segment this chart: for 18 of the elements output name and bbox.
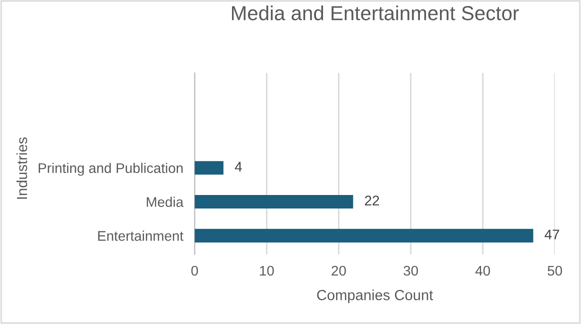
bar: [194, 194, 354, 209]
x-axis-title: Companies Count: [317, 290, 434, 304]
y-tick-label: Printing and Publication: [38, 162, 183, 176]
y-tick-label: Entertainment: [98, 230, 184, 241]
data-label: 22: [364, 196, 379, 206]
y-axis-title: Industries: [16, 137, 28, 199]
x-tick-label: 10: [260, 266, 274, 276]
data-label: 4: [234, 162, 242, 172]
bar: [194, 228, 534, 242]
x-tick-label: 50: [548, 266, 562, 276]
chart-title: Media and Entertainment Sector: [232, 6, 519, 20]
bar: [194, 161, 224, 175]
data-label: 47: [544, 230, 560, 240]
x-tick-label: 0: [191, 266, 198, 276]
x-tick-label: 40: [475, 266, 490, 276]
y-tick-label: Media: [146, 196, 184, 207]
x-tick-label: 30: [404, 266, 418, 276]
x-tick-label: 20: [332, 266, 346, 276]
